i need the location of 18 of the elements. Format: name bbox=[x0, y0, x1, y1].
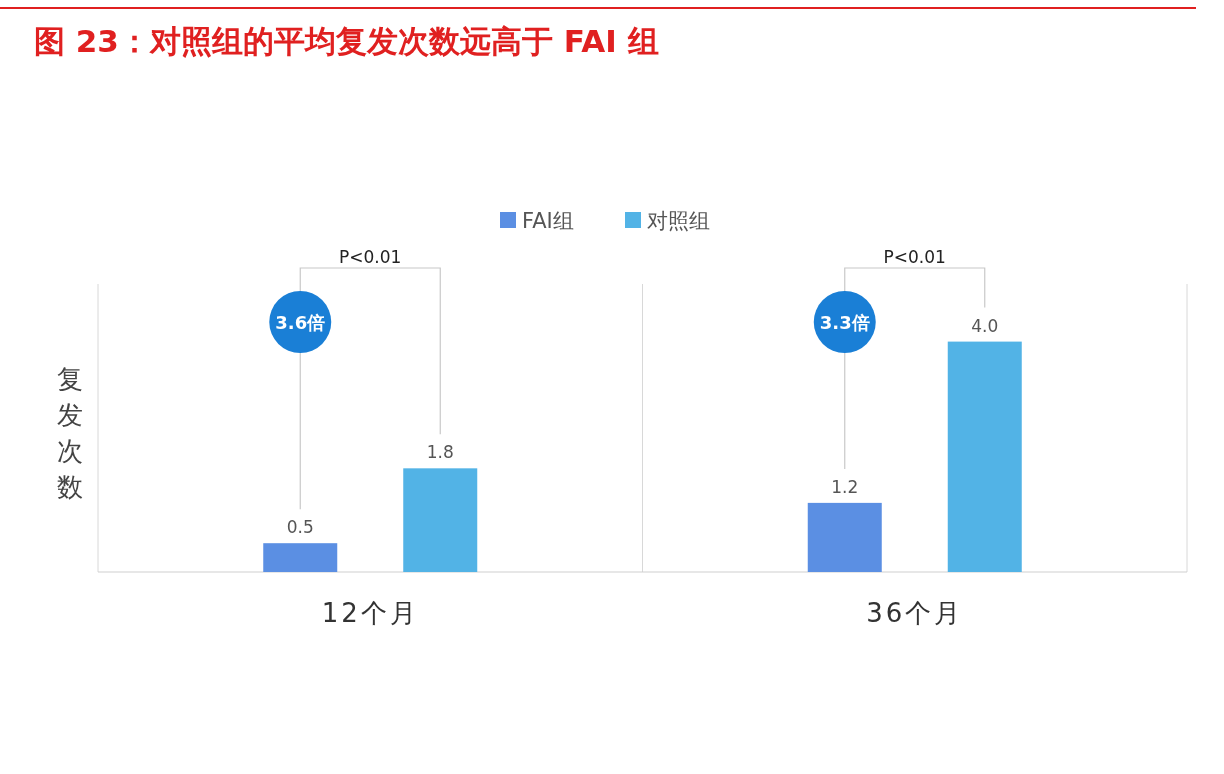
text: P<0.01 bbox=[883, 247, 946, 267]
annotation: 3.6倍 bbox=[275, 312, 326, 333]
bar bbox=[403, 468, 478, 572]
bar bbox=[807, 502, 882, 572]
data-label: 4.0 bbox=[971, 315, 999, 336]
bar bbox=[263, 543, 338, 572]
data-label: 1.2 bbox=[831, 476, 859, 497]
y-axis-title: 复发次数 bbox=[57, 364, 83, 502]
bar bbox=[947, 341, 1022, 572]
x-tick-label: 36个月 bbox=[866, 598, 964, 628]
data-label: 1.8 bbox=[426, 442, 454, 463]
legend-label: FAI组 bbox=[522, 209, 574, 233]
chart-title: 图 23：对照组的平均复发次数远高于 FAI 组 bbox=[34, 23, 659, 59]
legend-label: 对照组 bbox=[647, 209, 710, 233]
data-label: 0.5 bbox=[286, 517, 314, 538]
annotation: 3.3倍 bbox=[819, 312, 870, 333]
text: P<0.01 bbox=[339, 247, 402, 267]
x-tick-label: 12个月 bbox=[321, 598, 419, 628]
